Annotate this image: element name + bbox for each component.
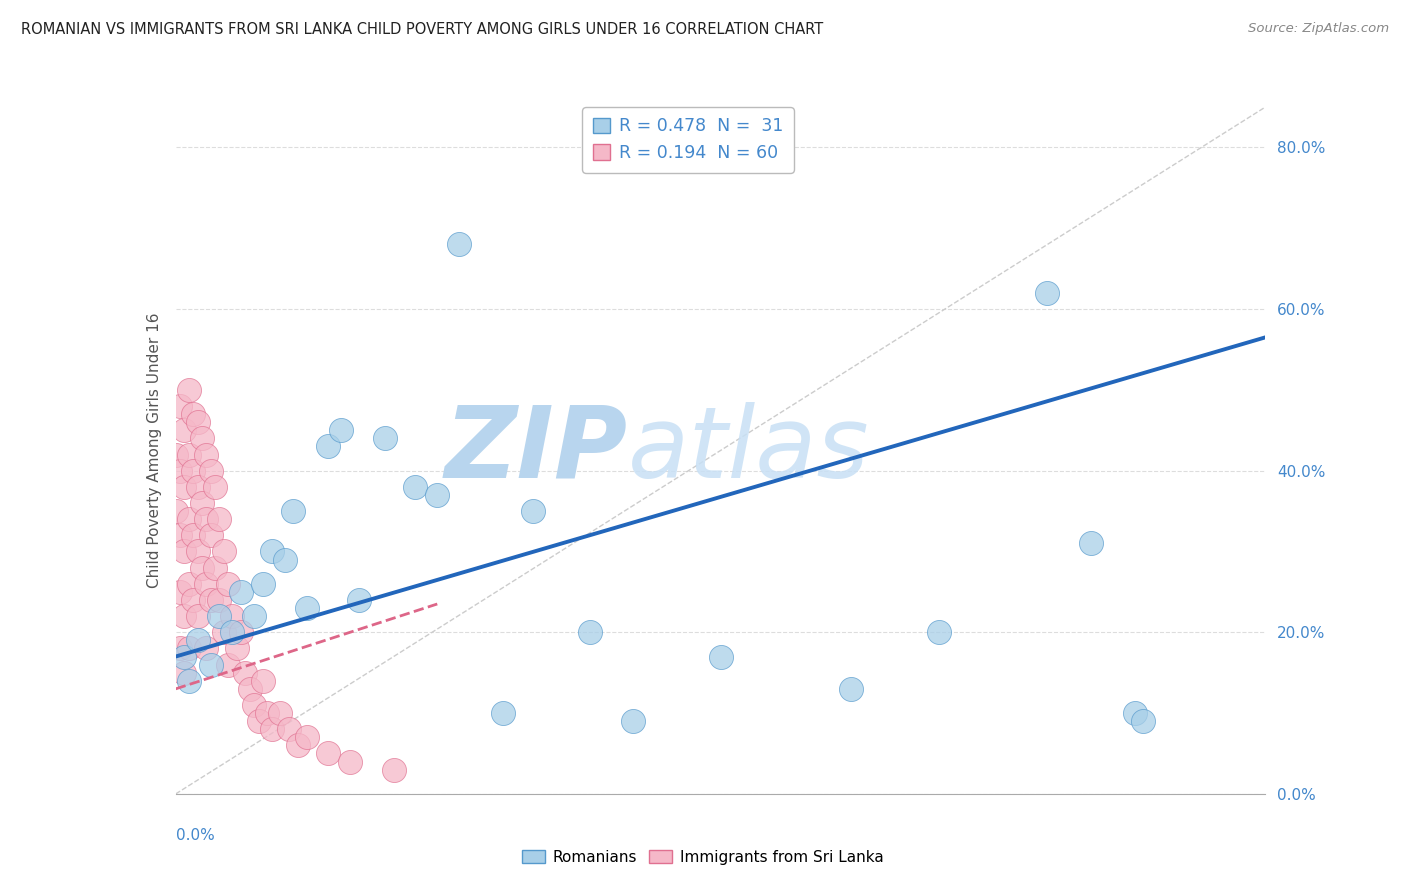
Point: [177, 641, 200, 656]
Point: [177, 383, 200, 397]
Point: [221, 625, 243, 640]
Point: [260, 544, 283, 558]
Point: [1123, 706, 1146, 720]
Point: [177, 448, 200, 462]
Point: [374, 431, 396, 445]
Point: [339, 755, 361, 769]
Point: [181, 528, 204, 542]
Point: [841, 681, 863, 696]
Point: [186, 544, 209, 558]
Point: [181, 593, 204, 607]
Point: [221, 609, 243, 624]
Point: [231, 625, 253, 640]
Point: [252, 673, 274, 688]
Point: [928, 625, 950, 640]
Point: [287, 739, 309, 753]
Point: [208, 512, 231, 526]
Point: [186, 633, 209, 648]
Point: [318, 747, 340, 761]
Point: [212, 544, 235, 558]
Point: [217, 657, 239, 672]
Point: [173, 665, 195, 680]
Point: [235, 665, 257, 680]
Point: [204, 480, 226, 494]
Point: [405, 480, 427, 494]
Point: [318, 439, 340, 453]
Point: [173, 480, 195, 494]
Point: [239, 681, 262, 696]
Point: [195, 576, 218, 591]
Point: [177, 576, 200, 591]
Point: [165, 448, 187, 462]
Y-axis label: Child Poverty Among Girls Under 16: Child Poverty Among Girls Under 16: [146, 313, 162, 588]
Point: [330, 423, 353, 437]
Legend: R = 0.478  N =  31, R = 0.194  N = 60: R = 0.478 N = 31, R = 0.194 N = 60: [582, 107, 793, 172]
Point: [243, 698, 266, 712]
Point: [621, 714, 644, 728]
Text: Source: ZipAtlas.com: Source: ZipAtlas.com: [1249, 22, 1389, 36]
Point: [191, 560, 214, 574]
Point: [382, 763, 405, 777]
Point: [710, 649, 733, 664]
Point: [217, 576, 239, 591]
Point: [186, 415, 209, 429]
Point: [492, 706, 515, 720]
Point: [165, 504, 187, 518]
Point: [173, 649, 195, 664]
Text: ROMANIAN VS IMMIGRANTS FROM SRI LANKA CHILD POVERTY AMONG GIRLS UNDER 16 CORRELA: ROMANIAN VS IMMIGRANTS FROM SRI LANKA CH…: [21, 22, 824, 37]
Point: [243, 609, 266, 624]
Point: [260, 723, 283, 737]
Point: [177, 512, 200, 526]
Point: [186, 609, 209, 624]
Point: [252, 576, 274, 591]
Point: [212, 625, 235, 640]
Point: [169, 585, 191, 599]
Point: [200, 593, 222, 607]
Point: [173, 423, 195, 437]
Point: [256, 706, 278, 720]
Point: [1132, 714, 1154, 728]
Point: [200, 657, 222, 672]
Point: [181, 464, 204, 478]
Point: [247, 714, 270, 728]
Point: [579, 625, 602, 640]
Point: [1080, 536, 1102, 550]
Point: [195, 641, 218, 656]
Point: [169, 399, 191, 413]
Point: [426, 488, 449, 502]
Point: [283, 504, 305, 518]
Point: [191, 496, 214, 510]
Point: [181, 407, 204, 421]
Point: [200, 528, 222, 542]
Legend: Romanians, Immigrants from Sri Lanka: Romanians, Immigrants from Sri Lanka: [516, 844, 890, 871]
Point: [274, 552, 297, 566]
Point: [173, 609, 195, 624]
Point: [269, 706, 291, 720]
Point: [347, 593, 370, 607]
Point: [522, 504, 544, 518]
Text: 0.0%: 0.0%: [176, 828, 215, 843]
Text: atlas: atlas: [628, 402, 869, 499]
Text: ZIP: ZIP: [444, 402, 628, 499]
Point: [225, 641, 247, 656]
Point: [195, 512, 218, 526]
Point: [195, 448, 218, 462]
Point: [204, 560, 226, 574]
Point: [231, 585, 253, 599]
Point: [1036, 285, 1059, 300]
Point: [169, 641, 191, 656]
Point: [295, 601, 318, 615]
Point: [295, 731, 318, 745]
Point: [177, 673, 200, 688]
Point: [169, 528, 191, 542]
Point: [191, 431, 214, 445]
Point: [169, 464, 191, 478]
Point: [447, 237, 470, 252]
Point: [208, 609, 231, 624]
Point: [278, 723, 301, 737]
Point: [208, 593, 231, 607]
Point: [186, 480, 209, 494]
Point: [200, 464, 222, 478]
Point: [173, 544, 195, 558]
